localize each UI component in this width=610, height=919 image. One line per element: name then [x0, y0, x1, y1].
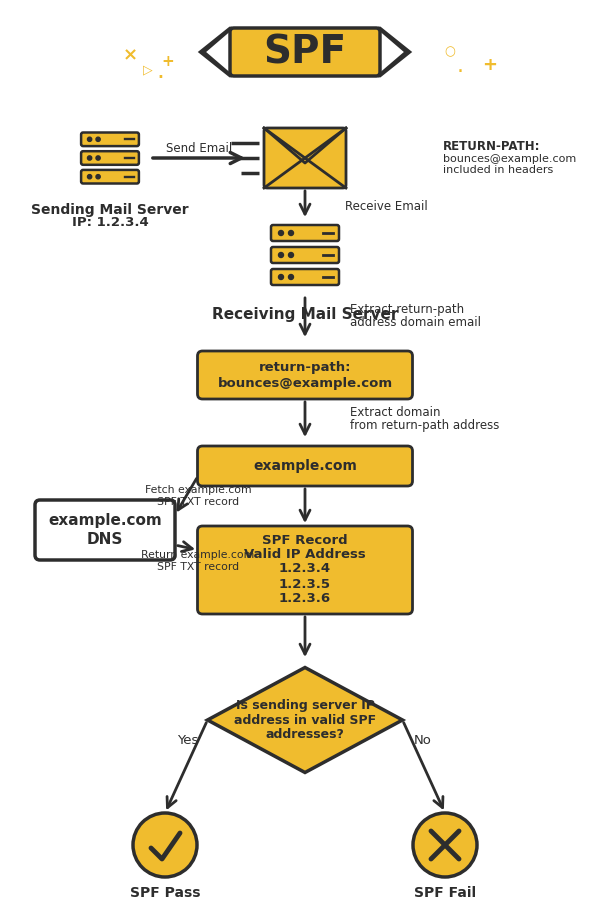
- Circle shape: [279, 231, 284, 235]
- Text: SPF Fail: SPF Fail: [414, 886, 476, 900]
- Text: SPF TXT record: SPF TXT record: [157, 497, 239, 507]
- Text: Sending Mail Server: Sending Mail Server: [31, 203, 189, 217]
- Text: bounces@example.com: bounces@example.com: [443, 154, 576, 164]
- Text: address domain email: address domain email: [350, 315, 481, 328]
- Text: from return-path address: from return-path address: [350, 418, 500, 432]
- Circle shape: [289, 231, 293, 235]
- Text: Receiving Mail Server: Receiving Mail Server: [212, 308, 398, 323]
- FancyBboxPatch shape: [198, 351, 412, 399]
- Text: Return example.com: Return example.com: [142, 550, 254, 560]
- Text: Send Email: Send Email: [166, 142, 232, 154]
- Text: Extract domain: Extract domain: [350, 406, 440, 419]
- FancyBboxPatch shape: [264, 128, 346, 188]
- Polygon shape: [207, 667, 403, 773]
- Text: return-path:: return-path:: [259, 360, 351, 373]
- Text: bounces@example.com: bounces@example.com: [217, 377, 393, 390]
- Circle shape: [279, 275, 284, 279]
- FancyBboxPatch shape: [271, 225, 339, 241]
- Text: +: +: [483, 56, 498, 74]
- Circle shape: [413, 813, 477, 877]
- Text: Valid IP Address: Valid IP Address: [244, 548, 366, 561]
- Circle shape: [96, 175, 100, 179]
- Circle shape: [87, 156, 92, 160]
- Text: SPF Record: SPF Record: [262, 534, 348, 547]
- Text: ·: ·: [456, 62, 464, 82]
- Circle shape: [289, 253, 293, 257]
- FancyBboxPatch shape: [198, 446, 412, 486]
- Text: addresses?: addresses?: [265, 728, 345, 741]
- Text: ×: ×: [123, 46, 138, 64]
- Circle shape: [87, 175, 92, 179]
- Text: SPF Pass: SPF Pass: [130, 886, 200, 900]
- Text: ▷: ▷: [143, 63, 153, 76]
- FancyBboxPatch shape: [81, 170, 139, 184]
- Text: ·: ·: [156, 66, 164, 90]
- Text: Is sending server IP: Is sending server IP: [235, 699, 375, 712]
- Text: Fetch example.com: Fetch example.com: [145, 485, 251, 495]
- FancyBboxPatch shape: [81, 132, 139, 146]
- Circle shape: [96, 156, 100, 160]
- Text: 1.2.3.6: 1.2.3.6: [279, 593, 331, 606]
- Text: Extract return-path: Extract return-path: [350, 303, 464, 316]
- FancyBboxPatch shape: [81, 152, 139, 165]
- FancyBboxPatch shape: [271, 247, 339, 263]
- Circle shape: [289, 275, 293, 279]
- Circle shape: [133, 813, 197, 877]
- Text: No: No: [414, 733, 431, 746]
- Text: 1.2.3.5: 1.2.3.5: [279, 577, 331, 591]
- FancyBboxPatch shape: [198, 526, 412, 614]
- Text: Yes: Yes: [177, 733, 198, 746]
- Text: ○: ○: [445, 46, 456, 59]
- Polygon shape: [200, 28, 232, 76]
- FancyBboxPatch shape: [35, 500, 175, 560]
- Text: IP: 1.2.3.4: IP: 1.2.3.4: [71, 217, 148, 230]
- FancyBboxPatch shape: [271, 269, 339, 285]
- Text: address in valid SPF: address in valid SPF: [234, 713, 376, 727]
- Text: SPF: SPF: [264, 33, 346, 71]
- FancyBboxPatch shape: [230, 28, 380, 76]
- Text: Receive Email: Receive Email: [345, 200, 428, 213]
- Text: SPF TXT record: SPF TXT record: [157, 562, 239, 572]
- Text: included in headers: included in headers: [443, 165, 553, 175]
- Text: RETURN-PATH:: RETURN-PATH:: [443, 141, 540, 153]
- Circle shape: [279, 253, 284, 257]
- Text: DNS: DNS: [87, 532, 123, 548]
- Text: +: +: [162, 54, 174, 70]
- Circle shape: [96, 137, 100, 142]
- Text: example.com: example.com: [48, 513, 162, 528]
- Polygon shape: [378, 28, 410, 76]
- Text: example.com: example.com: [253, 459, 357, 473]
- Text: 1.2.3.4: 1.2.3.4: [279, 562, 331, 575]
- Circle shape: [87, 137, 92, 142]
